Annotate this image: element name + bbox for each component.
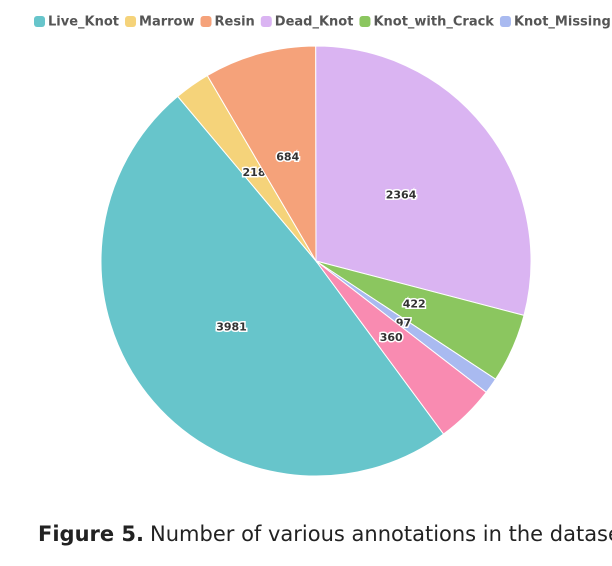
legend-swatch xyxy=(499,16,511,27)
pie-slice xyxy=(206,45,317,263)
value-label: 3981 xyxy=(216,321,247,334)
pie-slice xyxy=(100,95,445,477)
legend-label: Marrow xyxy=(139,15,194,30)
legend-swatch xyxy=(125,16,137,27)
legend-swatch xyxy=(359,16,371,27)
legend-label: Knot_with_Crack xyxy=(373,15,494,30)
value-label: 684 xyxy=(276,150,299,163)
legend: Live_Knot Marrow Resin Dead_Knot Knot_with_C… xyxy=(34,15,611,30)
value-label: 218 xyxy=(243,166,266,179)
value-label: 2364 xyxy=(386,188,417,201)
legend-label: Resin xyxy=(215,15,255,30)
legend-swatch xyxy=(260,16,272,27)
value-label: 422 xyxy=(403,298,426,311)
legend-swatch xyxy=(200,16,212,27)
legend-label: Dead_Knot xyxy=(275,15,354,30)
legend-label: Live_Knot xyxy=(48,15,119,30)
legend-swatch xyxy=(34,16,45,27)
value-label: 360 xyxy=(380,331,403,344)
caption-label: Figure 5. xyxy=(38,522,144,546)
legend-label: Knot_Missing xyxy=(514,15,611,30)
caption: Figure 5. Number of various annotations i… xyxy=(38,522,612,546)
pie-slice xyxy=(315,45,532,317)
caption-text: Number of various annotations in the dat… xyxy=(150,522,612,546)
pie-slice xyxy=(315,260,487,435)
